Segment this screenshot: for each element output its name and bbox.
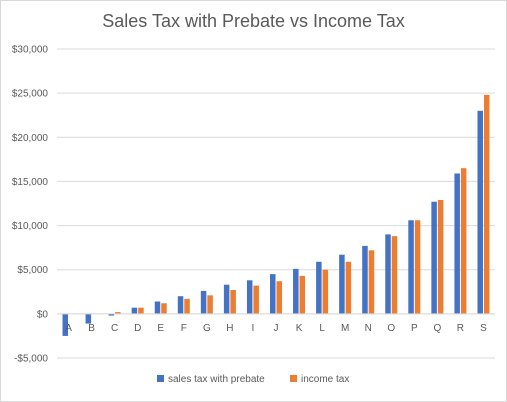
x-tick-label: C <box>111 323 118 334</box>
bar-income-tax-R <box>460 168 467 314</box>
x-tick-label: P <box>411 323 418 334</box>
y-tick-label: -$5,000 <box>14 354 48 365</box>
legend-label: income tax <box>301 374 349 385</box>
x-tick-label: O <box>387 323 395 334</box>
legend-swatch <box>157 375 164 382</box>
bar-sales-tax-F <box>177 296 184 314</box>
bar-sales-tax-C <box>108 313 115 316</box>
bar-income-tax-H <box>230 290 236 314</box>
bar-sales-tax-L <box>316 261 322 314</box>
x-axis: A B C D E F G H I J K L M N O P Q R S <box>57 313 495 334</box>
bar-income-tax-Q <box>437 199 444 314</box>
y-tick-label: $15,000 <box>12 177 49 188</box>
bar-income-tax-G <box>207 295 213 314</box>
gridlines <box>57 48 495 359</box>
bar-sales-tax-Q <box>431 201 437 314</box>
x-tick-label: M <box>341 323 349 334</box>
x-tick-label: F <box>181 323 187 334</box>
y-tick-label: $30,000 <box>12 45 49 56</box>
bar-sales-tax-A <box>62 313 69 336</box>
bar-sales-tax-H <box>223 284 230 314</box>
bar-sales-tax-N <box>362 245 368 314</box>
bar-income-tax-N <box>368 250 375 314</box>
bar-sales-tax-I <box>246 280 253 314</box>
bar-income-tax-I <box>253 285 259 314</box>
bar-sales-tax-R <box>454 173 460 314</box>
legend-label: sales tax with prebate <box>168 374 265 385</box>
bar-sales-tax-J <box>270 274 276 314</box>
y-tick-label: $0 <box>37 309 49 320</box>
x-tick-label: K <box>296 323 303 334</box>
x-tick-label: D <box>134 323 141 334</box>
y-tick-label: $10,000 <box>12 221 49 232</box>
x-tick-label: R <box>457 323 464 334</box>
x-tick-label: A <box>65 323 72 334</box>
x-tick-label: S <box>480 323 487 334</box>
bar-income-tax-D <box>138 307 144 314</box>
x-tick-label: B <box>88 323 95 334</box>
x-tick-label: L <box>319 323 325 334</box>
bar-sales-tax-D <box>131 307 138 314</box>
bar-income-tax-L <box>322 269 329 314</box>
y-tick-label: $20,000 <box>12 133 49 144</box>
x-tick-label: G <box>203 323 211 334</box>
bars <box>62 94 490 336</box>
bar-income-tax-S <box>483 94 490 314</box>
bar-income-tax-M <box>345 261 352 314</box>
x-tick-label: E <box>157 323 164 334</box>
x-tick-label: I <box>252 323 255 334</box>
y-axis: -$5,000 $0 $5,000 $10,000 $15,000 $20,000 $25,… <box>12 45 49 365</box>
bar-sales-tax-K <box>293 268 299 314</box>
bar-sales-tax-B <box>85 313 92 324</box>
legend-swatch <box>290 375 297 382</box>
bar-income-tax-C <box>115 312 121 314</box>
chart-title: Sales Tax with Prebate vs Income Tax <box>102 11 404 31</box>
bar-income-tax-K <box>299 275 306 314</box>
legend: sales tax with prebate income tax <box>157 374 349 385</box>
bar-sales-tax-E <box>154 301 161 314</box>
y-tick-label: $25,000 <box>12 89 49 100</box>
bar-income-tax-J <box>276 281 282 314</box>
x-tick-label: J <box>274 323 279 334</box>
bar-income-tax-O <box>391 236 398 314</box>
bar-sales-tax-P <box>408 220 414 314</box>
bar-sales-tax-O <box>385 234 391 314</box>
bar-sales-tax-S <box>477 110 483 314</box>
bar-income-tax-E <box>161 303 167 314</box>
y-tick-label: $5,000 <box>17 265 48 276</box>
bar-sales-tax-M <box>339 254 345 314</box>
bar-income-tax-F <box>184 298 190 314</box>
x-tick-label: N <box>365 323 372 334</box>
x-tick-label: Q <box>433 323 441 334</box>
bar-income-tax-P <box>414 220 421 314</box>
bar-sales-tax-G <box>200 290 207 314</box>
x-tick-label: H <box>226 323 233 334</box>
